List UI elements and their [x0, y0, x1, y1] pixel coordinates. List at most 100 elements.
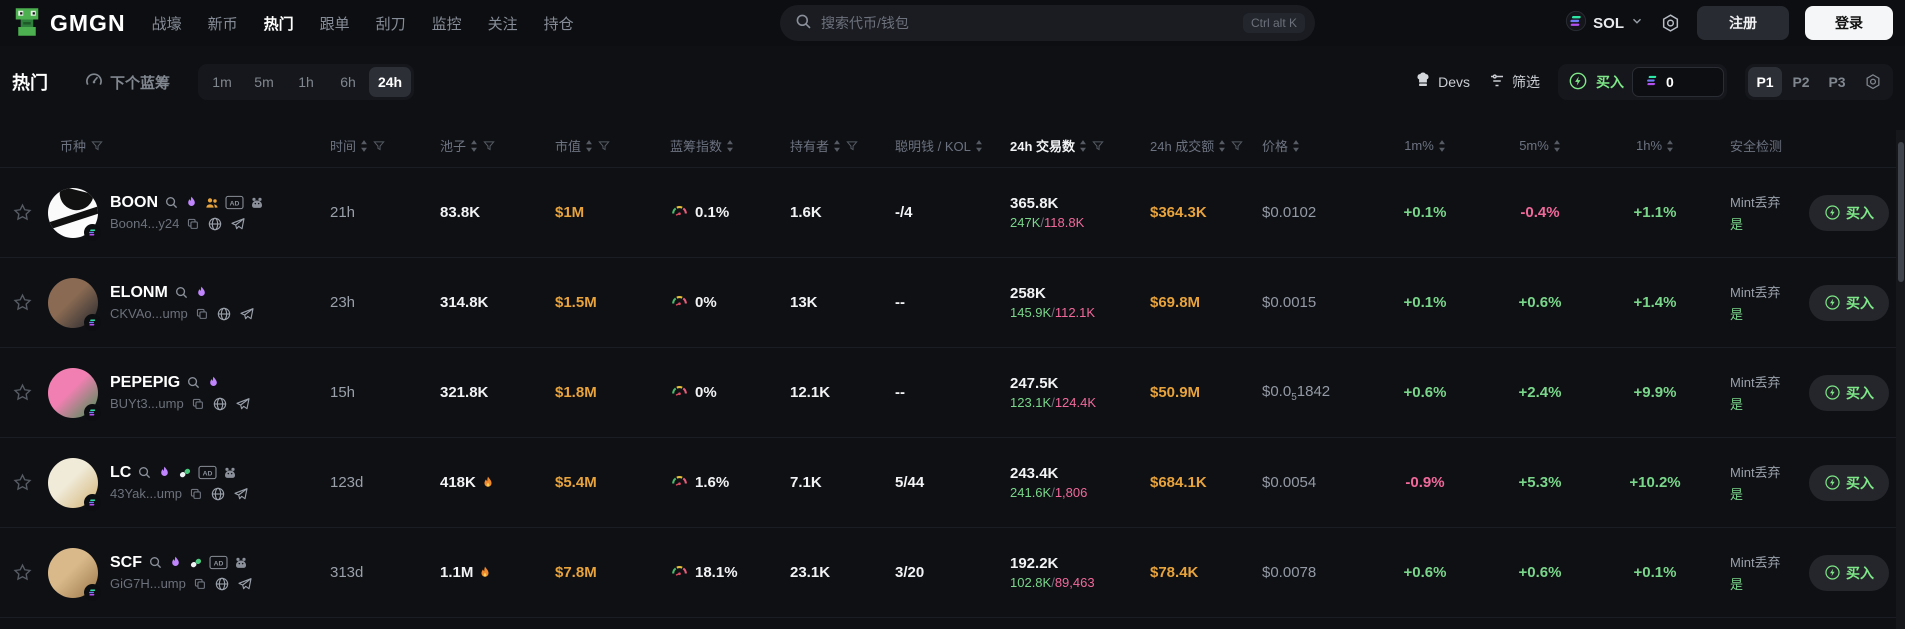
lightning-buy-icon[interactable]	[1568, 71, 1588, 94]
column-header-12[interactable]: 5m%	[1484, 138, 1596, 153]
sort-icon[interactable]	[975, 139, 983, 153]
timeframe-chip-1m[interactable]: 1m	[212, 74, 232, 90]
token-address[interactable]: BUYt3...ump	[110, 396, 184, 411]
sort-icon[interactable]	[1292, 139, 1300, 153]
telegram-icon[interactable]	[235, 396, 251, 412]
column-header-11[interactable]: 1m%	[1366, 138, 1484, 153]
register-button[interactable]: 注册	[1697, 6, 1789, 40]
token-symbol[interactable]: SCF	[110, 553, 142, 571]
nav-item-5[interactable]: 刮刀	[375, 15, 406, 33]
website-globe-icon[interactable]	[210, 486, 226, 502]
telegram-icon[interactable]	[237, 576, 253, 592]
table-row[interactable]: LC AD 43Yak...ump 123d 418K	[0, 438, 1905, 528]
nav-item-7[interactable]: 关注	[487, 15, 518, 33]
sort-icon[interactable]	[470, 139, 478, 153]
nav-item-2[interactable]: 新币	[207, 15, 238, 33]
column-header-5[interactable]: 蓝筹指数	[654, 136, 774, 155]
preset-P1[interactable]: P1	[1748, 67, 1782, 97]
token-avatar[interactable]	[48, 367, 101, 421]
column-header-2[interactable]: 时间	[314, 136, 424, 155]
preset-P3[interactable]: P3	[1828, 74, 1846, 90]
preset-settings-icon[interactable]	[1856, 73, 1890, 91]
table-row[interactable]: BOON AD Boon4...y24 21h 83.8	[0, 168, 1905, 258]
sort-icon[interactable]	[833, 139, 841, 153]
favorite-star-icon[interactable]	[0, 382, 44, 403]
website-globe-icon[interactable]	[207, 216, 223, 232]
sort-icon[interactable]	[360, 139, 368, 153]
telegram-icon[interactable]	[239, 306, 255, 322]
search-icon[interactable]	[174, 285, 189, 300]
login-button[interactable]: 登录	[1805, 6, 1893, 40]
filter-toggle[interactable]: 筛选	[1488, 72, 1540, 93]
sort-icon[interactable]	[1218, 139, 1226, 153]
timeframe-chip-24h[interactable]: 24h	[369, 67, 412, 97]
nav-item-3[interactable]: 热门	[263, 15, 294, 33]
website-globe-icon[interactable]	[212, 396, 228, 412]
sort-icon[interactable]	[726, 139, 734, 153]
column-header-4[interactable]: 市值	[539, 136, 654, 155]
nav-item-8[interactable]: 持仓	[543, 15, 574, 33]
sort-icon[interactable]	[1079, 139, 1087, 153]
token-avatar[interactable]	[48, 457, 101, 511]
column-header-1[interactable]: 币种	[44, 136, 314, 155]
column-header-7[interactable]: 聪明钱 / KOL	[879, 136, 994, 155]
funnel-filter-icon[interactable]	[1091, 139, 1105, 153]
funnel-filter-icon[interactable]	[597, 139, 611, 153]
logo[interactable]: GMGN	[12, 7, 126, 40]
token-address[interactable]: 43Yak...ump	[110, 486, 183, 501]
copy-icon[interactable]	[195, 307, 209, 321]
table-row[interactable]: PEPEPIG BUYt3...ump 15h 321	[0, 348, 1905, 438]
token-avatar[interactable]	[48, 187, 101, 241]
column-header-9[interactable]: 24h 成交额	[1134, 136, 1246, 155]
search-icon[interactable]	[137, 465, 152, 480]
row-buy-button[interactable]: 买入	[1809, 374, 1889, 411]
row-buy-button[interactable]: 买入	[1809, 464, 1889, 501]
website-globe-icon[interactable]	[214, 576, 230, 592]
search-icon[interactable]	[148, 555, 163, 570]
preset-P2[interactable]: P2	[1792, 74, 1810, 90]
token-avatar[interactable]	[48, 277, 101, 331]
sort-icon[interactable]	[1438, 139, 1446, 153]
sort-icon[interactable]	[585, 139, 593, 153]
search-icon[interactable]	[186, 375, 201, 390]
token-address[interactable]: CKVAo...ump	[110, 306, 188, 321]
tab-next-bluechip[interactable]: 下个蓝筹	[84, 70, 170, 94]
token-avatar[interactable]	[48, 547, 101, 601]
token-address[interactable]: GiG7H...ump	[110, 576, 186, 591]
token-symbol[interactable]: LC	[110, 463, 132, 481]
scrollbar-thumb[interactable]	[1897, 142, 1904, 282]
sort-icon[interactable]	[1666, 139, 1674, 153]
funnel-filter-icon[interactable]	[1230, 139, 1244, 153]
copy-icon[interactable]	[191, 397, 205, 411]
favorite-star-icon[interactable]	[0, 202, 44, 223]
favorite-star-icon[interactable]	[0, 292, 44, 313]
quick-buy-label[interactable]: 买入	[1596, 74, 1624, 90]
column-header-8[interactable]: 24h 交易数	[994, 136, 1134, 155]
telegram-icon[interactable]	[230, 216, 246, 232]
row-buy-button[interactable]: 买入	[1809, 194, 1889, 231]
timeframe-chip-5m[interactable]: 5m	[254, 74, 274, 90]
sort-icon[interactable]	[1553, 139, 1561, 153]
column-header-6[interactable]: 持有者	[774, 136, 879, 155]
favorite-star-icon[interactable]	[0, 562, 44, 583]
funnel-filter-icon[interactable]	[482, 139, 496, 153]
table-row[interactable]: SCF AD GiG7H...ump 313d 1.1M	[0, 528, 1905, 618]
table-row[interactable]: ELONM CKVAo...ump 23h 314.8	[0, 258, 1905, 348]
nav-item-4[interactable]: 跟单	[319, 15, 350, 33]
search-bar[interactable]: Ctrl alt K	[780, 5, 1315, 41]
column-header-10[interactable]: 价格	[1246, 136, 1366, 155]
column-header-3[interactable]: 池子	[424, 136, 539, 155]
nav-item-6[interactable]: 监控	[431, 15, 462, 33]
token-address[interactable]: Boon4...y24	[110, 216, 180, 231]
scrollbar[interactable]	[1896, 130, 1905, 629]
website-globe-icon[interactable]	[216, 306, 232, 322]
timeframe-chip-6h[interactable]: 6h	[340, 74, 356, 90]
funnel-filter-icon[interactable]	[372, 139, 386, 153]
search-input[interactable]	[821, 15, 1235, 31]
chain-selector[interactable]: SOL	[1565, 10, 1644, 36]
row-buy-button[interactable]: 买入	[1809, 284, 1889, 321]
timeframe-chip-1h[interactable]: 1h	[298, 74, 314, 90]
token-symbol[interactable]: BOON	[110, 193, 158, 211]
buy-amount-input[interactable]: 0	[1632, 67, 1724, 97]
search-icon[interactable]	[164, 195, 179, 210]
